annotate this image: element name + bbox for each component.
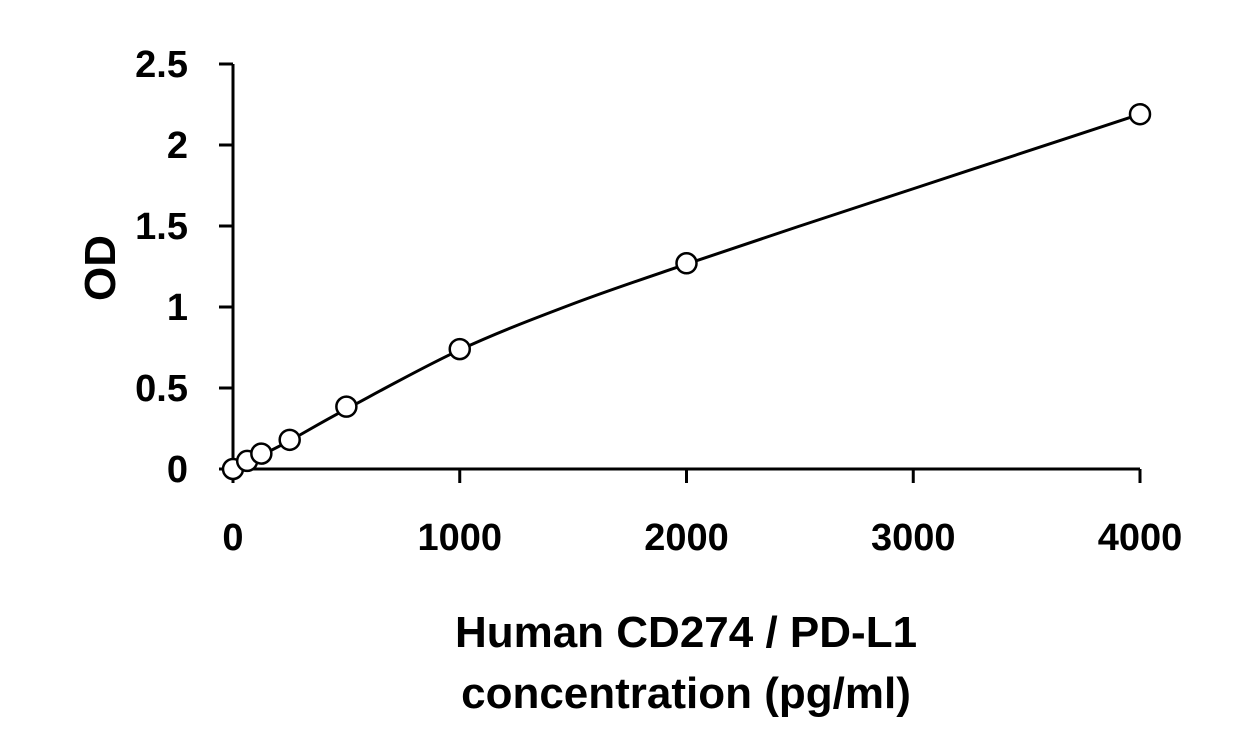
data-point <box>1128 102 1152 126</box>
data-point <box>250 442 273 465</box>
y-tick-label: 1.5 <box>135 206 188 248</box>
x-tick-label: 2000 <box>644 517 729 559</box>
y-tick-label: 1 <box>167 287 188 329</box>
y-axis-title: OD <box>76 235 125 301</box>
x-tick-label: 3000 <box>871 517 956 559</box>
y-ticks: 0 0.5 1 1.5 2 2.5 <box>135 44 233 491</box>
y-tick-label: 2.5 <box>135 44 188 86</box>
y-tick-label: 0 <box>167 449 188 491</box>
fit-curve-line <box>232 112 1141 471</box>
y-tick-label: 2 <box>167 125 188 167</box>
x-tick-label: 4000 <box>1098 517 1183 559</box>
data-point <box>278 428 301 452</box>
data-point <box>335 395 358 418</box>
x-axis-title-line-1: Human CD274 / PD-L1 <box>455 608 917 657</box>
y-tick-label: 0.5 <box>135 368 188 410</box>
x-tick-label: 1000 <box>417 517 502 559</box>
data-point <box>675 252 698 275</box>
x-tick-label: 0 <box>222 517 243 559</box>
x-ticks: 0 1000 2000 3000 4000 <box>222 469 1182 559</box>
data-point <box>448 337 471 361</box>
fit-curve-layer <box>232 112 1141 471</box>
data-points <box>221 102 1152 481</box>
x-axis-title-line-2: concentration (pg/ml) <box>461 669 911 718</box>
